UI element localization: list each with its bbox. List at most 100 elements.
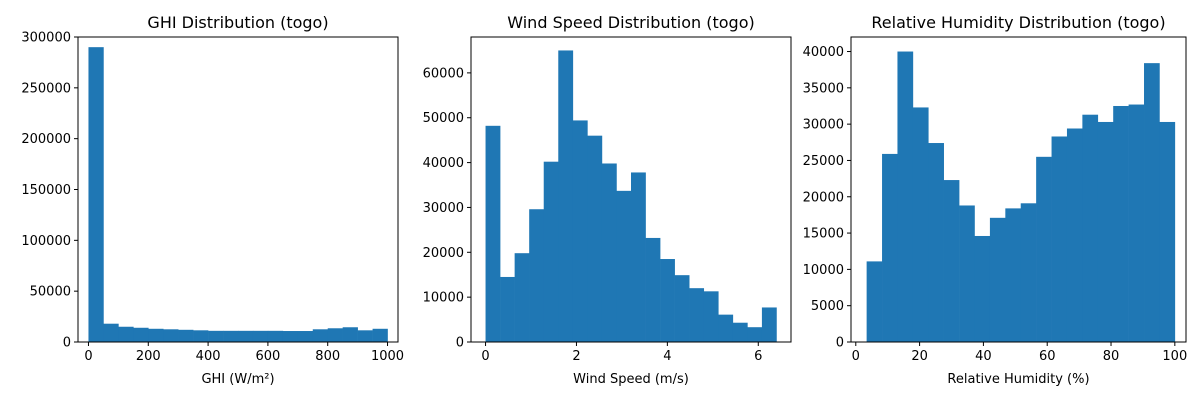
x-tick-label: 800: [315, 349, 340, 364]
histogram-bar: [897, 51, 914, 343]
histogram-bar: [357, 330, 373, 342]
histogram-bar: [660, 259, 675, 342]
histogram-bar: [312, 329, 329, 342]
histogram-bar: [974, 235, 991, 342]
y-tick-label: 40000: [803, 45, 844, 60]
histogram-bar: [689, 288, 705, 342]
histogram-bar: [282, 331, 299, 342]
x-tick-label: 1000: [371, 349, 404, 364]
histogram-bar: [1097, 121, 1114, 342]
chart-panel-1: 0 200 400 600 800 1000 0 50000 100000 150000 20000…: [21, 13, 404, 387]
histogram-bar: [1005, 208, 1022, 342]
y-tick-label: 250000: [21, 81, 71, 96]
y-tick-label: 20000: [803, 190, 844, 205]
chart-title: Relative Humidity Distribution (togo): [871, 13, 1165, 32]
histogram-bar: [558, 50, 574, 343]
axes-frame: [470, 36, 792, 343]
histogram-bar: [118, 326, 134, 342]
x-tick-label: 100: [1162, 349, 1187, 364]
x-tick-label: 60: [1039, 349, 1056, 364]
x-axis-label: Relative Humidity (%): [947, 372, 1089, 387]
x-tick-label: 400: [196, 349, 221, 364]
histogram-bar: [238, 330, 254, 342]
histogram-bar: [747, 327, 763, 342]
x-tick-label: 0: [852, 349, 860, 364]
y-tick-label: 35000: [803, 81, 844, 96]
y-tick-label: 100000: [21, 234, 71, 249]
x-tick-label: 20: [911, 349, 928, 364]
y-tick-label: 200000: [21, 132, 71, 147]
histogram-bar: [1066, 128, 1083, 342]
histogram-bar: [1020, 203, 1037, 342]
y-tick-label: 300000: [21, 31, 71, 46]
chart-title: Wind Speed Distribution (togo): [507, 13, 754, 32]
histogram-bar: [342, 327, 358, 342]
y-tick-label: 15000: [803, 227, 844, 242]
y-tick-label: 50000: [30, 285, 71, 300]
histogram-bar: [1159, 121, 1176, 342]
histogram-bar: [1144, 63, 1160, 343]
y-tick-label: 0: [63, 336, 71, 351]
histogram-bar: [529, 209, 545, 342]
histogram-bar: [601, 163, 617, 342]
histogram-bar: [1051, 136, 1068, 342]
x-axis-label: Wind Speed (m/s): [573, 372, 689, 387]
histogram-bar: [327, 328, 343, 342]
y-tick-label: 10000: [803, 263, 844, 278]
y-tick-label: 10000: [423, 291, 464, 306]
histogram-bar: [223, 330, 239, 342]
histogram-bar: [572, 120, 588, 342]
histogram-bar: [882, 153, 898, 342]
y-tick-label: 30000: [803, 118, 844, 133]
histogram-bar: [631, 172, 646, 342]
histogram-bar: [103, 323, 119, 342]
y-tick-label: 60000: [423, 66, 464, 81]
histogram-bar: [989, 217, 1006, 342]
chart-title: GHI Distribution (togo): [147, 13, 328, 32]
histogram-bar: [267, 330, 284, 342]
histogram-bar: [866, 261, 883, 342]
histogram-bar: [732, 322, 748, 342]
histogram-bar: [703, 291, 719, 342]
axes-frame: [77, 36, 399, 343]
histogram-bar: [485, 125, 501, 342]
histogram-bar: [252, 330, 269, 342]
histogram-bar: [208, 330, 224, 342]
histogram-bar: [587, 135, 603, 342]
histogram-bar: [133, 327, 149, 342]
histogram-bar: [514, 253, 530, 342]
histogram-bar: [88, 47, 104, 343]
histogram-bar: [674, 275, 690, 342]
histogram-bar: [959, 205, 975, 342]
histogram-bar: [1113, 105, 1129, 342]
histogram-bar: [761, 307, 777, 342]
y-tick-label: 50000: [423, 111, 464, 126]
y-tick-label: 25000: [803, 154, 844, 169]
histogram-bar: [543, 161, 559, 342]
histogram-bar: [645, 237, 661, 342]
histogram-bar: [1036, 156, 1052, 342]
x-tick-label: 2: [572, 349, 580, 364]
histogram-bar: [616, 190, 632, 342]
chart-panel-3: 0 20 40 60 80 100 0 5000 10000 15000 20000 25000 300…: [803, 13, 1188, 387]
y-tick-label: 40000: [423, 156, 464, 171]
histogram-bar: [500, 276, 515, 342]
histogram-bar: [1128, 104, 1145, 343]
axes-frame: [850, 36, 1187, 343]
histogram-bar: [1082, 114, 1099, 342]
y-tick-label: 20000: [423, 246, 464, 261]
histogram-bar: [943, 180, 960, 342]
y-tick-label: 150000: [21, 183, 71, 198]
x-tick-label: 600: [255, 349, 280, 364]
histogram-bar: [178, 329, 194, 342]
x-tick-label: 40: [975, 349, 992, 364]
x-tick-label: 4: [663, 349, 671, 364]
histogram-bar: [372, 328, 388, 342]
histogram-bar: [718, 314, 734, 342]
histogram-bar: [163, 329, 179, 342]
histogram-bar: [912, 107, 929, 342]
x-tick-label: 200: [136, 349, 161, 364]
chart-panel-2: 0 2 4 6 0 10000 20000 30000 40000 50000 60000 Wind …: [423, 13, 792, 387]
histogram-bar: [297, 331, 314, 342]
